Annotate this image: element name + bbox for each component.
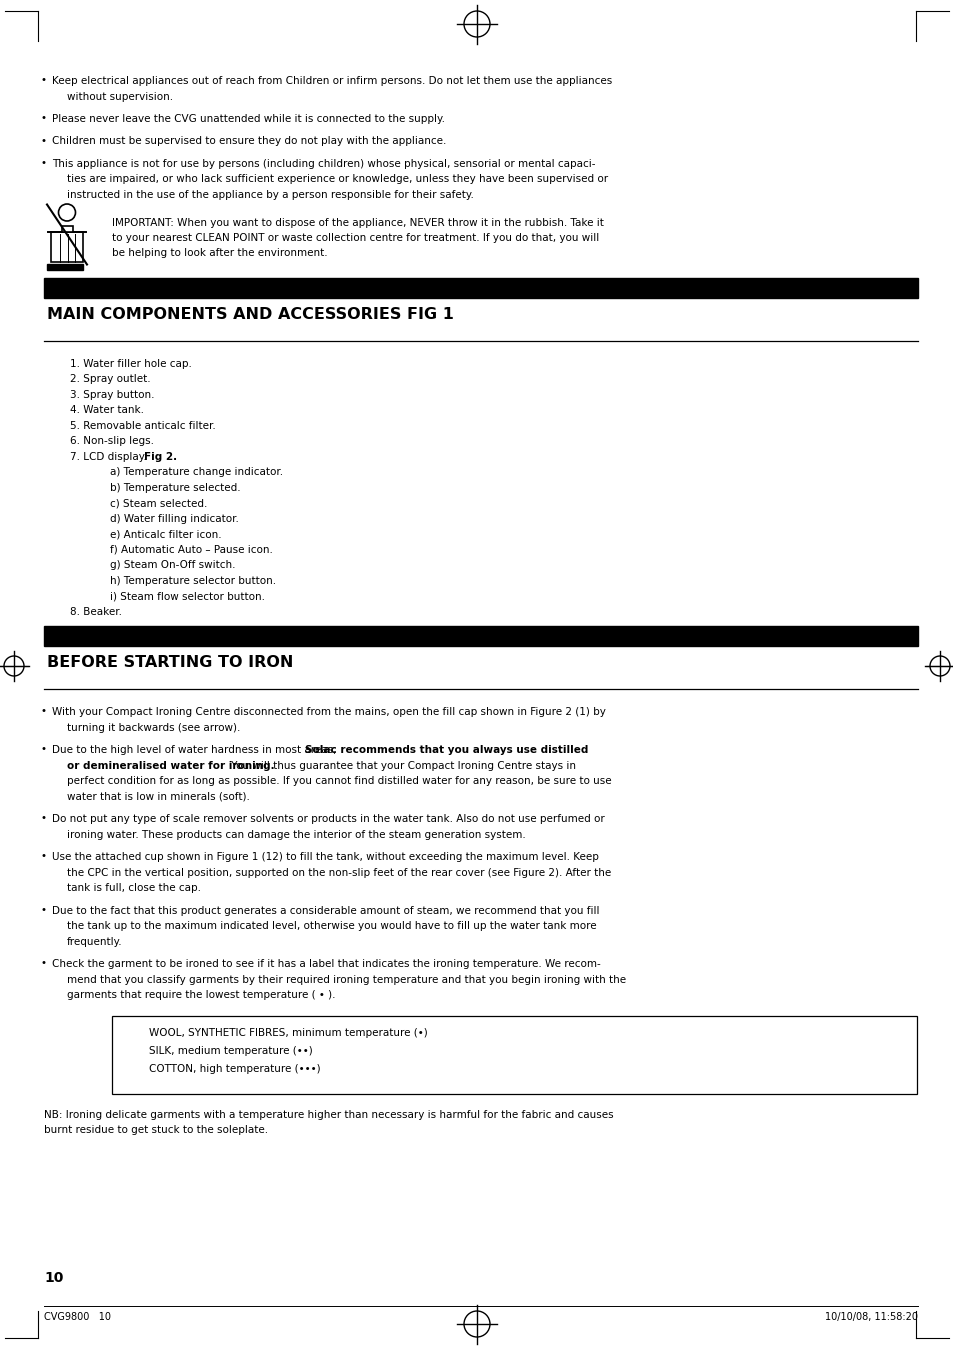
Text: mend that you classify garments by their required ironing temperature and that y: mend that you classify garments by their… — [67, 975, 625, 985]
FancyBboxPatch shape — [51, 231, 83, 261]
Text: 4. Water tank.: 4. Water tank. — [70, 406, 144, 415]
Text: Children must be supervised to ensure they do not play with the appliance.: Children must be supervised to ensure th… — [52, 137, 446, 146]
Text: MAIN COMPONENTS AND ACCESSORIES FIG 1: MAIN COMPONENTS AND ACCESSORIES FIG 1 — [47, 307, 454, 322]
Text: IMPORTANT: When you want to dispose of the appliance, NEVER throw it in the rubb: IMPORTANT: When you want to dispose of t… — [112, 217, 603, 228]
Text: or demineralised water for ironing.: or demineralised water for ironing. — [67, 761, 274, 770]
FancyBboxPatch shape — [112, 1016, 916, 1094]
Text: You will thus guarantee that your Compact Ironing Centre stays in: You will thus guarantee that your Compac… — [228, 761, 576, 770]
Bar — [44, 279, 917, 298]
Text: tank is full, close the cap.: tank is full, close the cap. — [67, 884, 201, 893]
Text: the tank up to the maximum indicated level, otherwise you would have to fill up : the tank up to the maximum indicated lev… — [67, 922, 596, 932]
Text: 2. Spray outlet.: 2. Spray outlet. — [70, 374, 151, 384]
Text: Check the garment to be ironed to see if it has a label that indicates the ironi: Check the garment to be ironed to see if… — [52, 959, 600, 970]
Text: ironing water. These products can damage the interior of the steam generation sy: ironing water. These products can damage… — [67, 831, 525, 840]
Text: burnt residue to get stuck to the soleplate.: burnt residue to get stuck to the solepl… — [44, 1126, 268, 1135]
Text: h) Temperature selector button.: h) Temperature selector button. — [110, 576, 275, 586]
Text: ties are impaired, or who lack sufficient experience or knowledge, unless they h: ties are impaired, or who lack sufficien… — [67, 175, 607, 184]
Text: 5. Removable anticalc filter.: 5. Removable anticalc filter. — [70, 421, 215, 432]
Text: Do not put any type of scale remover solvents or products in the water tank. Als: Do not put any type of scale remover sol… — [52, 814, 604, 825]
Text: •: • — [40, 959, 46, 968]
Text: d) Water filling indicator.: d) Water filling indicator. — [110, 514, 238, 525]
Bar — [47, 264, 83, 269]
Text: CVG9800   10: CVG9800 10 — [44, 1311, 111, 1322]
Text: perfect condition for as long as possible. If you cannot find distilled water fo: perfect condition for as long as possibl… — [67, 776, 611, 787]
Text: instructed in the use of the appliance by a person responsible for their safety.: instructed in the use of the appliance b… — [67, 190, 474, 199]
Text: 7. LCD display.: 7. LCD display. — [70, 452, 150, 462]
Text: the CPC in the vertical position, supported on the non-slip feet of the rear cov: the CPC in the vertical position, suppor… — [67, 867, 611, 878]
Text: frequently.: frequently. — [67, 937, 123, 947]
Text: without supervision.: without supervision. — [67, 92, 172, 101]
Text: COTTON, high temperature (•••): COTTON, high temperature (•••) — [149, 1064, 320, 1074]
Text: With your Compact Ironing Centre disconnected from the mains, open the fill cap : With your Compact Ironing Centre disconn… — [52, 708, 605, 717]
Text: Fig 2.: Fig 2. — [144, 452, 176, 462]
Text: 8. Beaker.: 8. Beaker. — [70, 607, 122, 617]
Text: Due to the high level of water hardness in most areas,: Due to the high level of water hardness … — [52, 746, 339, 755]
Text: 6. Non-slip legs.: 6. Non-slip legs. — [70, 437, 153, 447]
Text: •: • — [40, 135, 46, 146]
Text: •: • — [40, 75, 46, 85]
Text: •: • — [40, 906, 46, 915]
Text: c) Steam selected.: c) Steam selected. — [110, 499, 207, 508]
Text: WOOL, SYNTHETIC FIBRES, minimum temperature (•): WOOL, SYNTHETIC FIBRES, minimum temperat… — [149, 1029, 427, 1038]
Text: be helping to look after the environment.: be helping to look after the environment… — [112, 249, 327, 258]
Text: Solac recommends that you always use distilled: Solac recommends that you always use dis… — [305, 746, 588, 755]
Text: garments that require the lowest temperature ( • ).: garments that require the lowest tempera… — [67, 990, 335, 1000]
Text: 10/10/08, 11:58:20: 10/10/08, 11:58:20 — [824, 1311, 917, 1322]
Text: i) Steam flow selector button.: i) Steam flow selector button. — [110, 591, 265, 601]
Text: f) Automatic Auto – Pause icon.: f) Automatic Auto – Pause icon. — [110, 545, 273, 555]
Bar — [44, 627, 917, 646]
Text: g) Steam On-Off switch.: g) Steam On-Off switch. — [110, 560, 235, 571]
Text: •: • — [40, 706, 46, 717]
Text: e) Anticalc filter icon.: e) Anticalc filter icon. — [110, 530, 221, 540]
Text: b) Temperature selected.: b) Temperature selected. — [110, 484, 240, 493]
Text: •: • — [40, 158, 46, 168]
Text: •: • — [40, 851, 46, 862]
Text: 10: 10 — [44, 1270, 63, 1285]
Text: Please never leave the CVG unattended while it is connected to the supply.: Please never leave the CVG unattended wh… — [52, 113, 444, 124]
Text: NB: Ironing delicate garments with a temperature higher than necessary is harmfu: NB: Ironing delicate garments with a tem… — [44, 1111, 613, 1120]
Text: •: • — [40, 814, 46, 824]
Text: Keep electrical appliances out of reach from Children or infirm persons. Do not : Keep electrical appliances out of reach … — [52, 76, 612, 86]
Text: turning it backwards (see arrow).: turning it backwards (see arrow). — [67, 723, 240, 734]
Text: 3. Spray button.: 3. Spray button. — [70, 391, 154, 400]
FancyBboxPatch shape — [61, 225, 72, 231]
Text: water that is low in minerals (soft).: water that is low in minerals (soft). — [67, 792, 250, 802]
Text: This appliance is not for use by persons (including children) whose physical, se: This appliance is not for use by persons… — [52, 158, 595, 169]
Text: •: • — [40, 744, 46, 754]
Text: 1. Water filler hole cap.: 1. Water filler hole cap. — [70, 359, 192, 369]
Text: to your nearest CLEAN POINT or waste collection centre for treatment. If you do : to your nearest CLEAN POINT or waste col… — [112, 234, 598, 243]
Text: Use the attached cup shown in Figure 1 (12) to fill the tank, without exceeding : Use the attached cup shown in Figure 1 (… — [52, 852, 598, 862]
Text: •: • — [40, 113, 46, 123]
Text: BEFORE STARTING TO IRON: BEFORE STARTING TO IRON — [47, 656, 294, 671]
Text: Due to the fact that this product generates a considerable amount of steam, we r: Due to the fact that this product genera… — [52, 906, 598, 917]
Text: SILK, medium temperature (••): SILK, medium temperature (••) — [149, 1046, 313, 1056]
Text: a) Temperature change indicator.: a) Temperature change indicator. — [110, 467, 283, 478]
